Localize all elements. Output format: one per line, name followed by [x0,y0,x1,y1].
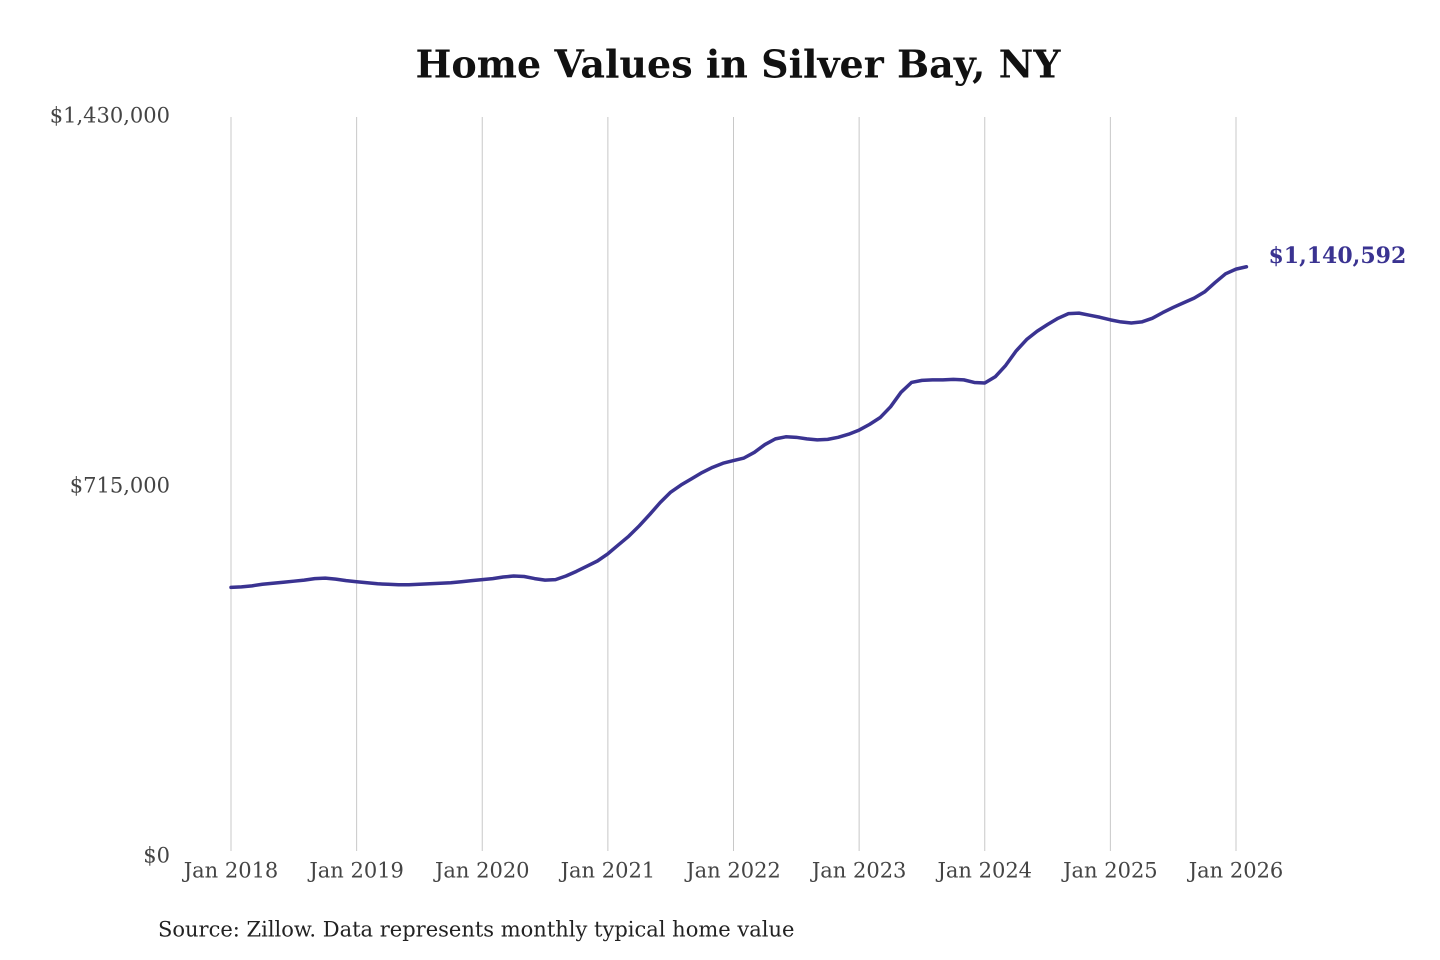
x-tick-label: Jan 2025 [1061,859,1158,883]
series-line [229,265,1249,590]
x-tick-label: Jan 2024 [935,859,1032,883]
x-tick-label: Jan 2018 [182,859,279,883]
x-tick-label: Jan 2022 [684,859,781,883]
y-tick-label: $1,430,000 [50,104,170,128]
chart-title: Home Values in Silver Bay, NY [416,42,1062,87]
y-tick-label: $715,000 [70,474,170,498]
value-label: $1,140,592 [1268,243,1406,269]
x-tick-label: Jan 2020 [433,859,530,883]
y-tick-label: $0 [143,844,170,868]
x-tick-label: Jan 2026 [1187,859,1284,883]
x-tick-label: Jan 2023 [810,859,907,883]
x-tick-label: Jan 2019 [307,859,404,883]
source-note: Source: Zillow. Data represents monthly … [158,918,794,942]
x-tick-label: Jan 2021 [559,859,656,883]
